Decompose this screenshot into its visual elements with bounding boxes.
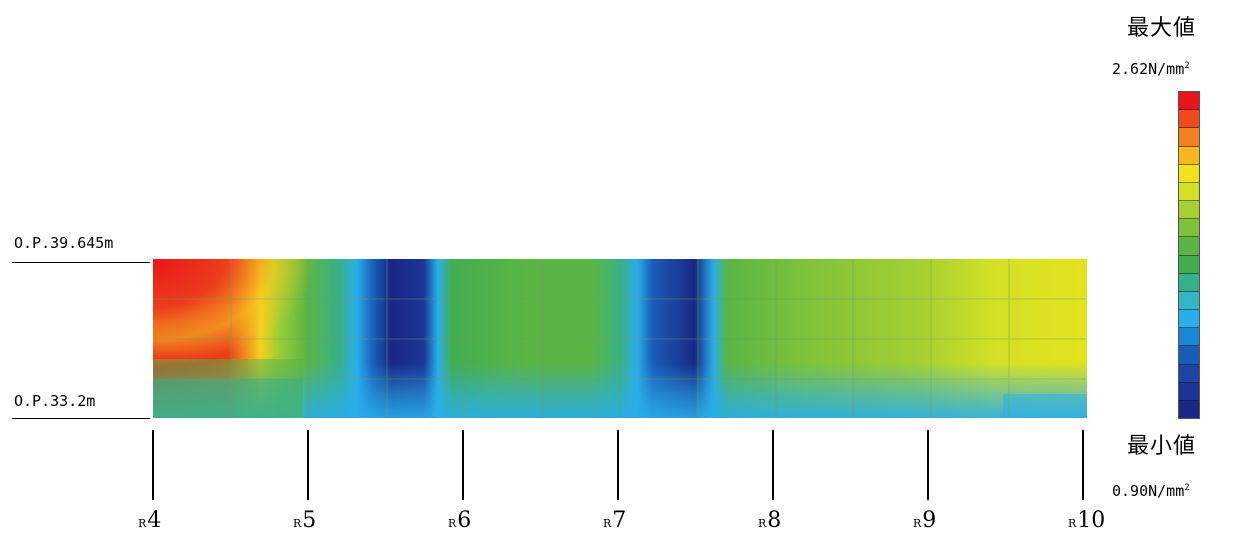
level-label-bottom: O.P.33.2m — [14, 392, 96, 410]
axis-tick — [617, 430, 619, 500]
legend-min-title: 最小値 — [1127, 434, 1197, 459]
stress-contour-plot — [153, 259, 1087, 418]
level-line-top — [12, 262, 150, 263]
colorbar-segment — [1179, 255, 1199, 274]
axis-label-prefix: R — [758, 517, 767, 530]
legend-colorbar — [1178, 91, 1200, 419]
colorbar-segment — [1179, 110, 1199, 129]
legend-min-value: 0.90N/mm2 — [1112, 482, 1190, 500]
colorbar-segment — [1179, 128, 1199, 147]
axis-label-prefix: R — [138, 517, 147, 530]
axis-label-prefix: R — [293, 517, 302, 530]
axis-label-prefix: R — [448, 517, 457, 530]
axis-tick — [152, 430, 154, 500]
axis-label: R5 — [293, 508, 316, 533]
axis-label-number: 8 — [767, 508, 782, 533]
legend-max-value: 2.62N/mm2 — [1112, 60, 1190, 78]
colorbar-segment — [1179, 291, 1199, 311]
colorbar-segment — [1179, 400, 1199, 419]
axis-label: R4 — [138, 508, 161, 533]
colorbar-segment — [1179, 273, 1199, 292]
axis-label: R7 — [603, 508, 626, 533]
axis-tick — [307, 430, 309, 500]
legend-max-title: 最大値 — [1127, 16, 1197, 41]
colorbar-segment — [1179, 310, 1199, 329]
colorbar-segment — [1179, 364, 1199, 383]
colorbar-segment — [1179, 219, 1199, 238]
axis-label-number: 4 — [147, 508, 162, 533]
colorbar-segment — [1179, 92, 1199, 111]
axis-label-prefix: R — [913, 517, 922, 530]
axis-label: R10 — [1068, 508, 1105, 533]
colorbar-segment — [1179, 237, 1199, 256]
mesh-grid — [153, 259, 1087, 418]
axis-tick — [1082, 430, 1084, 500]
axis-label-prefix: R — [1068, 517, 1077, 530]
colorbar-segment — [1179, 328, 1199, 347]
axis-label: R8 — [758, 508, 781, 533]
colorbar-segment — [1179, 164, 1199, 183]
axis-label-number: 10 — [1077, 508, 1106, 533]
axis-label-number: 7 — [612, 508, 627, 533]
colorbar-segment — [1179, 182, 1199, 202]
axis-tick — [462, 430, 464, 500]
axis-tick — [772, 430, 774, 500]
colorbar-segment — [1179, 382, 1199, 401]
axis-label-number: 5 — [302, 508, 317, 533]
level-label-top: O.P.39.645m — [14, 234, 114, 252]
axis-tick — [927, 430, 929, 500]
colorbar-segment — [1179, 201, 1199, 220]
axis-label-number: 9 — [922, 508, 937, 533]
axis-label: R9 — [913, 508, 936, 533]
colorbar-segment — [1179, 346, 1199, 365]
axis-label-number: 6 — [457, 508, 472, 533]
axis-label-prefix: R — [603, 517, 612, 530]
level-line-bottom — [12, 418, 150, 419]
axis-label: R6 — [448, 508, 471, 533]
colorbar-segment — [1179, 146, 1199, 165]
